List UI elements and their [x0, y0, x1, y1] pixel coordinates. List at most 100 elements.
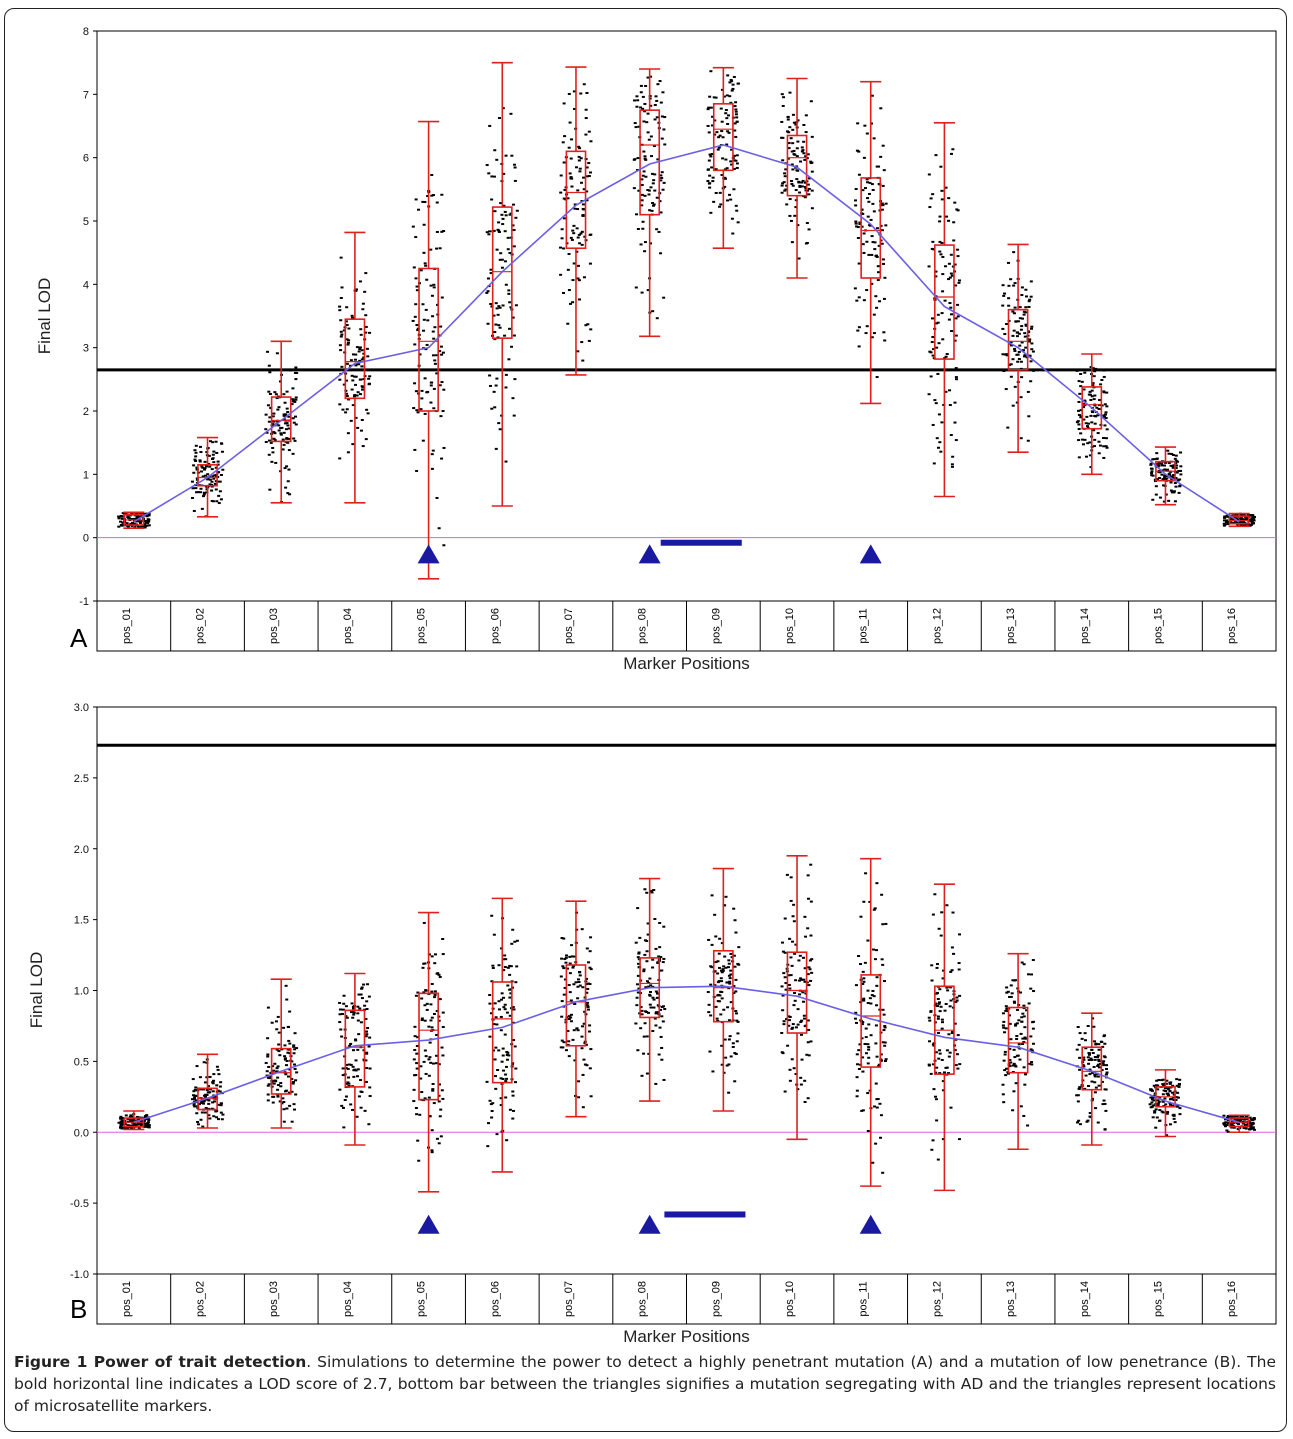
data-point: [273, 432, 277, 435]
data-point: [1222, 1123, 1226, 1126]
category-label-pos_08: pos_08: [637, 608, 649, 644]
data-point: [217, 494, 221, 497]
data-point: [1252, 1118, 1256, 1121]
data-point: [714, 96, 718, 99]
data-point: [1030, 1063, 1034, 1066]
box-iqr: [344, 318, 366, 400]
data-point: [1250, 520, 1254, 523]
data-point: [940, 1018, 944, 1021]
data-point: [294, 396, 298, 399]
data-point: [285, 465, 289, 468]
data-point: [511, 1090, 515, 1093]
data-point: [945, 904, 949, 907]
data-point: [505, 1065, 509, 1068]
data-point: [798, 185, 802, 188]
data-point: [710, 166, 714, 169]
data-point: [640, 183, 644, 186]
data-point: [1009, 278, 1013, 281]
data-point: [513, 166, 517, 169]
data-point: [497, 230, 501, 233]
data-point: [710, 966, 714, 969]
data-point: [572, 1029, 576, 1032]
data-point: [208, 1117, 212, 1120]
data-point: [803, 967, 807, 970]
data-point: [953, 1049, 957, 1052]
data-point: [782, 181, 786, 184]
data-point: [734, 1052, 738, 1055]
data-point: [1172, 1093, 1176, 1096]
data-point: [645, 891, 649, 894]
mean-line: [133, 144, 1240, 523]
data-point: [1030, 342, 1034, 345]
data-point: [948, 1051, 952, 1054]
data-point: [876, 1098, 880, 1101]
data-point: [868, 181, 872, 184]
data-point: [1028, 1062, 1032, 1065]
data-point: [640, 291, 644, 294]
data-point: [732, 188, 736, 191]
data-point: [587, 339, 591, 342]
data-point: [935, 1119, 939, 1122]
data-point: [1088, 1115, 1092, 1118]
data-point: [569, 236, 573, 239]
data-point: [589, 328, 593, 331]
data-point: [782, 1020, 786, 1023]
data-point: [214, 1110, 218, 1113]
data-point: [431, 330, 435, 333]
data-point: [875, 306, 879, 309]
data-point: [413, 1025, 417, 1028]
data-point: [1022, 1041, 1026, 1044]
data-point: [806, 1097, 810, 1100]
data-point: [1165, 1079, 1169, 1082]
data-point: [1102, 375, 1106, 378]
data-point: [491, 1102, 495, 1105]
box-pos_06: [491, 61, 513, 507]
data-point: [662, 925, 666, 928]
data-point: [866, 1001, 870, 1004]
data-point: [734, 113, 738, 116]
data-point: [417, 208, 421, 211]
data-point: [367, 1045, 371, 1048]
data-point: [1161, 1093, 1165, 1096]
data-point: [781, 159, 785, 162]
data-point: [514, 304, 518, 307]
data-point: [865, 178, 869, 181]
data-point: [358, 280, 362, 283]
data-point: [339, 256, 343, 259]
data-point: [940, 189, 944, 192]
y-tick-label: 0.0: [74, 1127, 89, 1139]
data-point: [357, 993, 361, 996]
data-point: [807, 228, 811, 231]
data-point: [490, 1012, 494, 1015]
data-point: [288, 1104, 292, 1107]
data-point: [858, 223, 862, 226]
data-point: [424, 308, 428, 311]
data-point: [647, 189, 651, 192]
data-point: [424, 989, 428, 992]
data-point: [652, 203, 656, 206]
data-point: [271, 423, 275, 426]
data-point: [435, 1054, 439, 1057]
data-point: [879, 107, 883, 110]
data-point: [954, 376, 958, 379]
data-point: [344, 320, 348, 323]
data-point: [1028, 340, 1032, 343]
data-point: [1022, 310, 1026, 313]
data-point: [862, 156, 866, 159]
data-point: [715, 131, 719, 134]
data-point: [136, 1118, 140, 1121]
data-point: [353, 375, 357, 378]
data-point: [508, 1014, 512, 1017]
data-point: [1243, 524, 1247, 527]
data-point: [560, 237, 564, 240]
data-point: [1025, 1009, 1029, 1012]
mutation-bar: [660, 539, 742, 546]
data-point: [285, 437, 289, 440]
data-point: [211, 1090, 215, 1093]
data-point: [870, 183, 874, 186]
data-point: [636, 99, 640, 102]
data-point: [727, 131, 731, 134]
data-point: [1011, 358, 1015, 361]
data-point: [934, 1095, 938, 1098]
